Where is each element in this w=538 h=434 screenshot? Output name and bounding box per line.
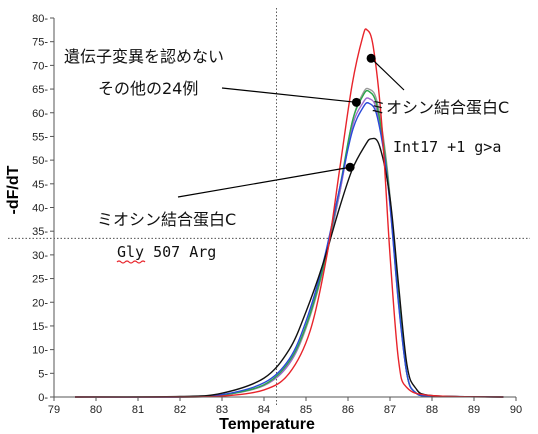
annotation-mut1-line2: Int17 +1 g>a: [393, 138, 501, 156]
x-tick-label: 88: [426, 404, 438, 416]
x-tick-label: 80: [90, 404, 102, 416]
series-line: [74, 102, 504, 398]
y-tick-label: 60-: [32, 108, 48, 120]
y-tick-label: 50-: [32, 155, 48, 167]
annotation-mut2-line1: ミオシン結合蛋白C: [97, 210, 236, 229]
x-tick-label: 79: [48, 404, 60, 416]
x-axis-label: Temperature: [219, 416, 315, 433]
annotation-normal-line2: その他の24例: [98, 79, 198, 98]
leader-normal-dot: [351, 97, 361, 107]
series-line: [74, 28, 504, 398]
y-tick-label: 55-: [32, 131, 48, 143]
y-tick-label: 5-: [38, 368, 48, 380]
y-tick-label: 70-: [32, 60, 48, 72]
x-tick-label: 87: [384, 404, 396, 416]
spellcheck-underline: [116, 260, 146, 264]
y-tick-label: 10-: [32, 345, 48, 357]
x-tick-label: 83: [216, 404, 228, 416]
leader-mut2-dot: [345, 162, 355, 172]
y-tick-label: 80-: [32, 13, 48, 25]
leader-normal-line: [221, 87, 357, 103]
y-tick-label: 65-: [32, 84, 48, 96]
leader-mut2-line: [177, 166, 351, 198]
x-tick-label: 82: [174, 404, 186, 416]
y-axis-label: -dF/dT: [5, 165, 22, 214]
x-tick-label: 86: [342, 404, 354, 416]
series-line: [74, 137, 504, 398]
y-tick-label: 30-: [32, 250, 48, 262]
y-tick-label: 35-: [32, 226, 48, 238]
y-tick-label: 75-: [32, 37, 48, 49]
annotation-mut2-line2: Gly 507 Arg: [117, 243, 216, 261]
x-tick-label: 84: [258, 404, 270, 416]
x-tick-label: 81: [132, 404, 144, 416]
y-tick-label: 0-: [38, 392, 48, 404]
leader-mut1-dot: [366, 53, 376, 63]
x-tick-label: 85: [300, 404, 312, 416]
y-tick-label: 25-: [32, 274, 48, 286]
leader-mut1-line: [370, 57, 405, 91]
y-tick-label: 40-: [32, 203, 48, 215]
y-tick-label: 20-: [32, 297, 48, 309]
x-tick-label: 89: [468, 404, 480, 416]
y-tick-label: 15-: [32, 321, 48, 333]
annotation-mut1-line1: ミオシン結合蛋白C: [370, 98, 509, 117]
x-tick-label: 90: [510, 404, 522, 416]
y-tick-label: 45-: [32, 179, 48, 191]
annotation-normal-line1: 遺伝子変異を認めない: [64, 47, 224, 66]
